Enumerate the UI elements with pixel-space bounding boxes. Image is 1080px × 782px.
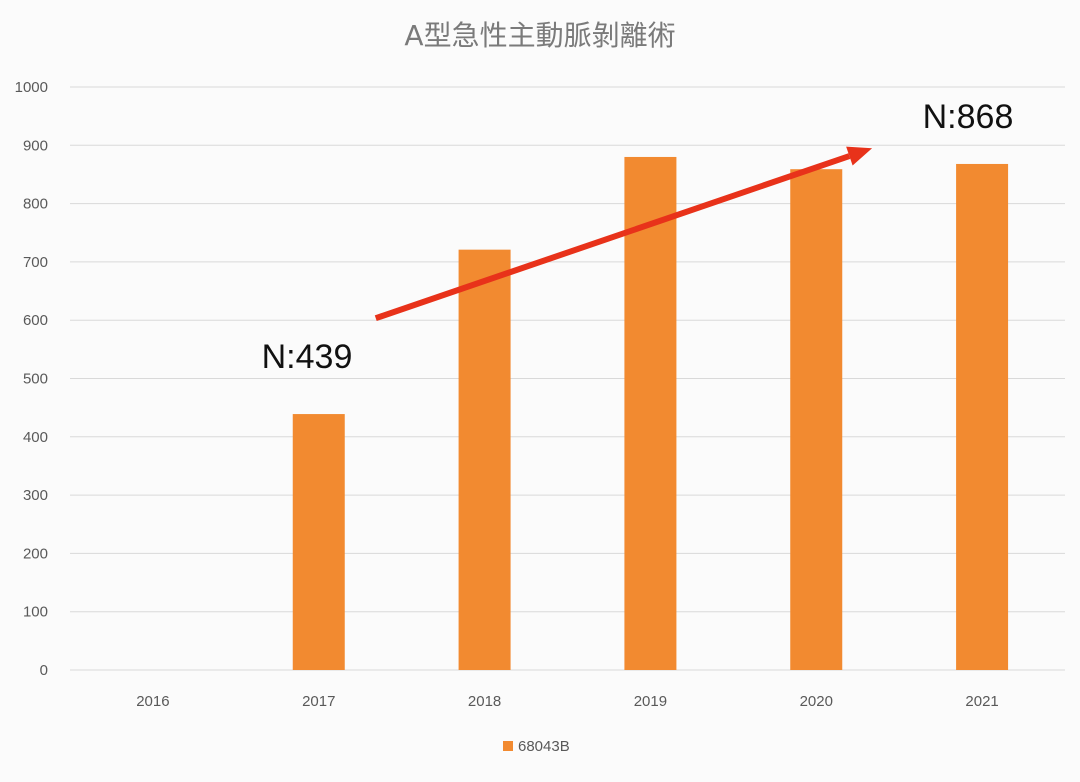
annotation-2017: N:439	[262, 338, 353, 376]
y-tick-label: 1000	[15, 79, 48, 96]
y-tick-label: 0	[40, 662, 48, 679]
trend-arrow-head	[846, 146, 873, 166]
y-tick-label: 500	[23, 371, 48, 388]
trend-arrow-shaft	[374, 153, 851, 322]
x-tick-label: 2017	[302, 693, 335, 710]
y-tick-label: 300	[23, 487, 48, 504]
y-tick-label: 400	[23, 429, 48, 446]
gridlines	[70, 86, 1065, 671]
bars	[292, 156, 1009, 671]
x-axis-ticks: 2016 2017 2018 2019 2020 2021	[136, 693, 999, 710]
annotation-2021: N:868	[923, 98, 1014, 136]
legend-label: 68043B	[518, 738, 570, 755]
bar-2019	[624, 156, 677, 670]
trend-arrow	[374, 146, 873, 322]
y-tick-label: 700	[23, 254, 48, 271]
y-tick-label: 200	[23, 545, 48, 562]
y-tick-label: 100	[23, 604, 48, 621]
x-tick-label: 2018	[468, 693, 501, 710]
x-tick-label: 2016	[136, 693, 169, 710]
legend-swatch	[503, 741, 513, 751]
bar-2021	[956, 163, 1009, 670]
y-tick-label: 600	[23, 312, 48, 329]
y-axis-ticks: 0 100 200 300 400 500 600 700 800 900 1000	[15, 79, 48, 679]
x-tick-label: 2020	[800, 693, 833, 710]
bar-2020	[790, 169, 843, 670]
bar-2017	[292, 414, 345, 670]
bar-2018	[458, 249, 511, 671]
x-tick-label: 2019	[634, 693, 667, 710]
legend: 68043B	[503, 738, 570, 755]
y-tick-label: 800	[23, 196, 48, 213]
chart-title: A型急性主動脈剝離術	[404, 19, 675, 52]
y-tick-label: 900	[23, 137, 48, 154]
x-tick-label: 2021	[965, 693, 998, 710]
